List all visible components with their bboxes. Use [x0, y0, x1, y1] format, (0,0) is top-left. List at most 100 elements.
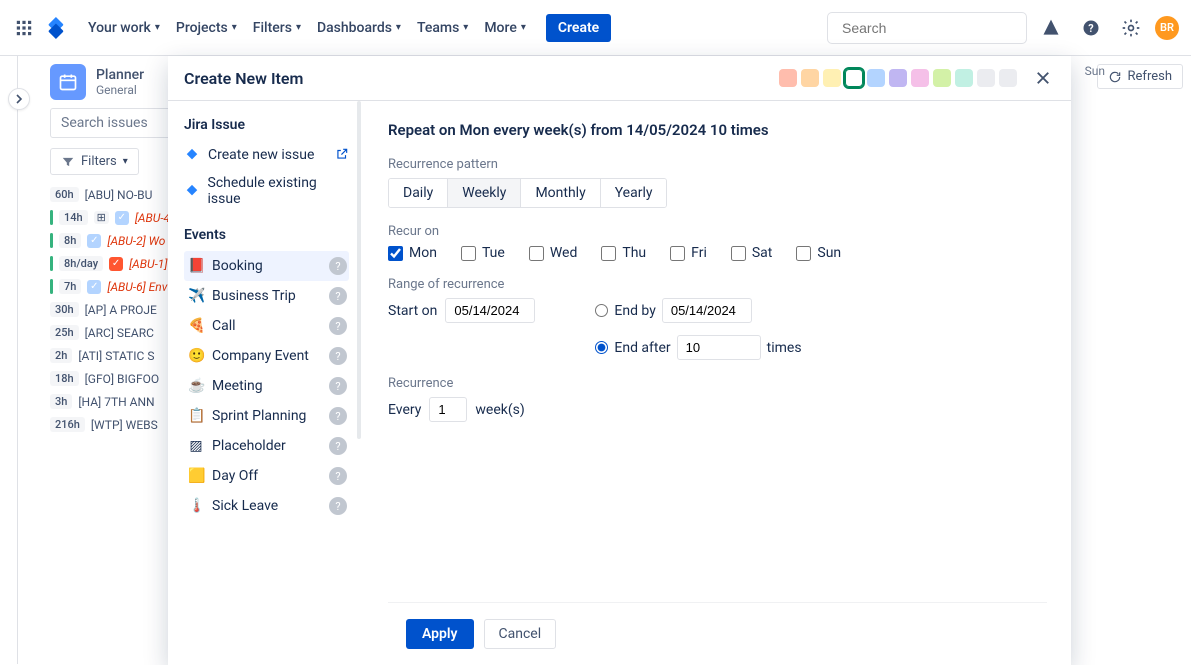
color-swatch[interactable]	[845, 69, 863, 87]
color-swatch[interactable]	[889, 69, 907, 87]
end-by-date-input[interactable]	[662, 298, 752, 323]
event-type-business-trip[interactable]: ✈️Business Trip?	[184, 281, 349, 311]
help-badge-icon[interactable]: ?	[329, 377, 347, 395]
refresh-button[interactable]: Refresh	[1097, 64, 1183, 89]
issue-key: [ABU-2] Wo	[107, 234, 165, 248]
notifications-icon[interactable]	[1035, 12, 1067, 44]
pattern-tab-yearly[interactable]: Yearly	[601, 179, 667, 207]
issue-key: [WTP] WEBS	[91, 418, 158, 432]
schedule-existing-issue-link[interactable]: Schedule existing issue	[184, 169, 349, 213]
end-by-option[interactable]: End by	[595, 298, 801, 323]
day-option-thu[interactable]: Thu	[601, 245, 646, 261]
day-label: Fri	[691, 245, 707, 261]
day-option-tue[interactable]: Tue	[461, 245, 505, 261]
color-swatch[interactable]	[801, 69, 819, 87]
help-badge-icon[interactable]: ?	[329, 347, 347, 365]
event-type-day-off[interactable]: 🟨Day Off?	[184, 461, 349, 491]
event-type-company-event[interactable]: 🙂Company Event?	[184, 341, 349, 371]
event-type-sprint-planning[interactable]: 📋Sprint Planning?	[184, 401, 349, 431]
hours-badge: 14h	[59, 210, 88, 225]
cancel-button[interactable]: Cancel	[484, 619, 557, 649]
help-icon[interactable]: ?	[1075, 12, 1107, 44]
global-search[interactable]	[827, 12, 1027, 44]
every-value-input[interactable]	[429, 397, 467, 422]
filter-icon	[61, 155, 75, 169]
day-checkbox[interactable]	[388, 246, 403, 261]
user-avatar[interactable]: BR	[1155, 16, 1179, 40]
chevron-down-icon: ▾	[123, 156, 128, 167]
day-option-wed[interactable]: Wed	[529, 245, 578, 261]
pattern-tab-daily[interactable]: Daily	[389, 179, 448, 207]
settings-icon[interactable]	[1115, 12, 1147, 44]
issue-type-icon: ✓	[87, 280, 101, 294]
nav-item-more[interactable]: More▾	[476, 14, 534, 42]
end-by-radio[interactable]	[595, 304, 608, 317]
nav-item-dashboards[interactable]: Dashboards▾	[309, 14, 409, 42]
nav-item-teams[interactable]: Teams▾	[409, 14, 476, 42]
help-badge-icon[interactable]: ?	[329, 497, 347, 515]
nav-item-filters[interactable]: Filters▾	[245, 14, 309, 42]
day-option-sun[interactable]: Sun	[796, 245, 841, 261]
end-after-option[interactable]: End after times	[595, 335, 801, 360]
event-label: Meeting	[212, 378, 263, 394]
close-icon	[1034, 69, 1052, 87]
planner-app-icon	[50, 64, 86, 100]
svg-text:?: ?	[1088, 22, 1093, 35]
event-type-meeting[interactable]: ☕Meeting?	[184, 371, 349, 401]
day-checkbox[interactable]	[601, 246, 616, 261]
color-swatch[interactable]	[977, 69, 995, 87]
color-swatch[interactable]	[955, 69, 973, 87]
day-checkbox[interactable]	[529, 246, 544, 261]
start-date-input[interactable]	[445, 298, 535, 323]
create-new-issue-link[interactable]: Create new issue	[184, 141, 349, 169]
hours-badge: 7h	[59, 279, 81, 294]
event-type-call[interactable]: 🍕 Call?	[184, 311, 349, 341]
color-swatch[interactable]	[779, 69, 797, 87]
planner-subtitle: General	[96, 83, 144, 97]
pattern-tab-weekly[interactable]: Weekly	[448, 179, 521, 207]
event-type-booking[interactable]: 📕Booking?	[184, 251, 349, 281]
event-label: Call	[212, 318, 236, 334]
day-option-fri[interactable]: Fri	[670, 245, 707, 261]
end-after-value-input[interactable]	[677, 335, 761, 360]
day-option-mon[interactable]: Mon	[388, 245, 437, 261]
help-badge-icon[interactable]: ?	[329, 257, 347, 275]
day-option-sat[interactable]: Sat	[731, 245, 773, 261]
link-label: Schedule existing issue	[208, 175, 349, 207]
help-badge-icon[interactable]: ?	[329, 437, 347, 455]
date-cell: Sun	[1085, 64, 1105, 78]
color-swatch[interactable]	[823, 69, 841, 87]
jira-logo-icon[interactable]	[44, 16, 68, 40]
left-gutter	[0, 56, 18, 664]
nav-item-projects[interactable]: Projects▾	[168, 14, 245, 42]
help-badge-icon[interactable]: ?	[329, 407, 347, 425]
app-launcher-icon[interactable]	[12, 16, 36, 40]
close-button[interactable]	[1031, 66, 1055, 90]
event-emoji-icon: 🍕	[188, 318, 204, 334]
apply-button[interactable]: Apply	[406, 619, 474, 649]
help-badge-icon[interactable]: ?	[329, 287, 347, 305]
filters-button[interactable]: Filters ▾	[50, 148, 139, 175]
pattern-tab-monthly[interactable]: Monthly	[521, 179, 600, 207]
color-swatch[interactable]	[999, 69, 1017, 87]
color-swatch[interactable]	[867, 69, 885, 87]
color-swatch[interactable]	[933, 69, 951, 87]
help-badge-icon[interactable]: ?	[329, 467, 347, 485]
day-checkbox[interactable]	[731, 246, 746, 261]
event-type-sick-leave[interactable]: 🌡️Sick Leave?	[184, 491, 349, 521]
day-checkbox[interactable]	[461, 246, 476, 261]
day-checkbox[interactable]	[796, 246, 811, 261]
scrollbar[interactable]	[357, 101, 361, 439]
sidebar-section-events: Events	[184, 227, 349, 243]
search-input[interactable]	[842, 20, 1023, 36]
nav-item-your-work[interactable]: Your work▾	[80, 14, 168, 42]
day-checkbox[interactable]	[670, 246, 685, 261]
end-after-radio[interactable]	[595, 341, 608, 354]
event-type-placeholder[interactable]: ▨Placeholder?	[184, 431, 349, 461]
issue-key: [GFO] BIGFOO	[85, 372, 159, 386]
help-badge-icon[interactable]: ?	[329, 317, 347, 335]
color-swatch[interactable]	[911, 69, 929, 87]
issue-type-icon: ✓	[109, 257, 123, 271]
create-button[interactable]: Create	[546, 14, 611, 42]
expand-sidebar-button[interactable]	[8, 88, 30, 110]
